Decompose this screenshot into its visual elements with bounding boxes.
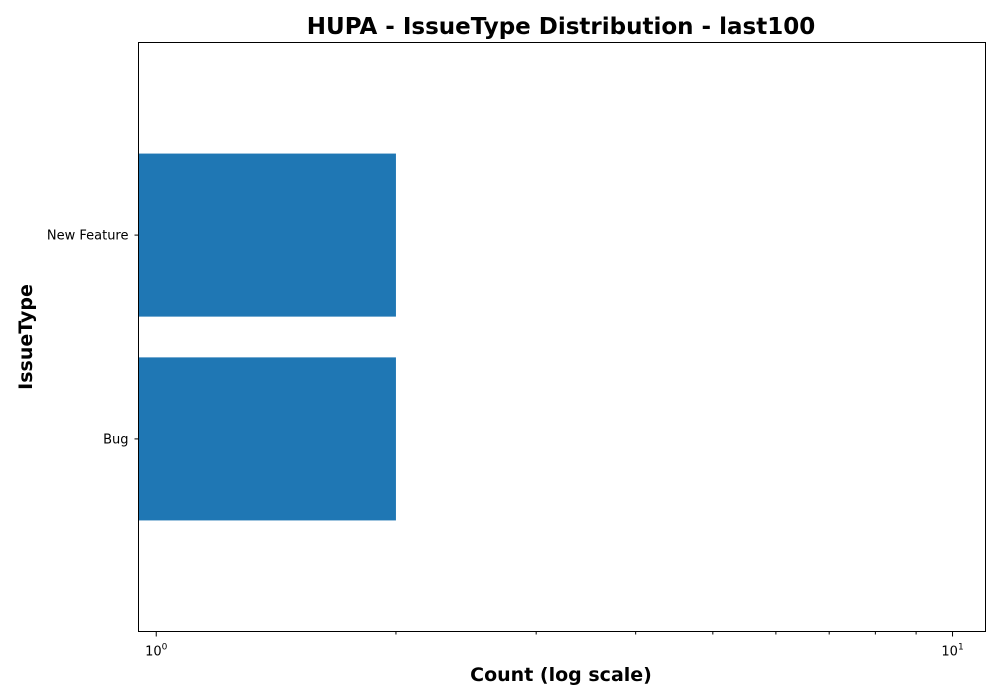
bars-layer xyxy=(138,153,396,521)
y-tick-label: New Feature xyxy=(47,229,129,244)
x-axis-label: Count (log scale) xyxy=(470,664,652,686)
plot-frame xyxy=(138,42,986,632)
y-tick-label: Bug xyxy=(103,432,128,447)
y-axis-label: IssueType xyxy=(15,284,37,390)
chart-title: HUPA - IssueType Distribution - last100 xyxy=(307,14,815,40)
x-tick-label: 101 xyxy=(941,643,963,660)
x-tick-label: 100 xyxy=(145,643,168,660)
bar-bug xyxy=(138,357,396,521)
bar-new-feature xyxy=(138,153,396,317)
